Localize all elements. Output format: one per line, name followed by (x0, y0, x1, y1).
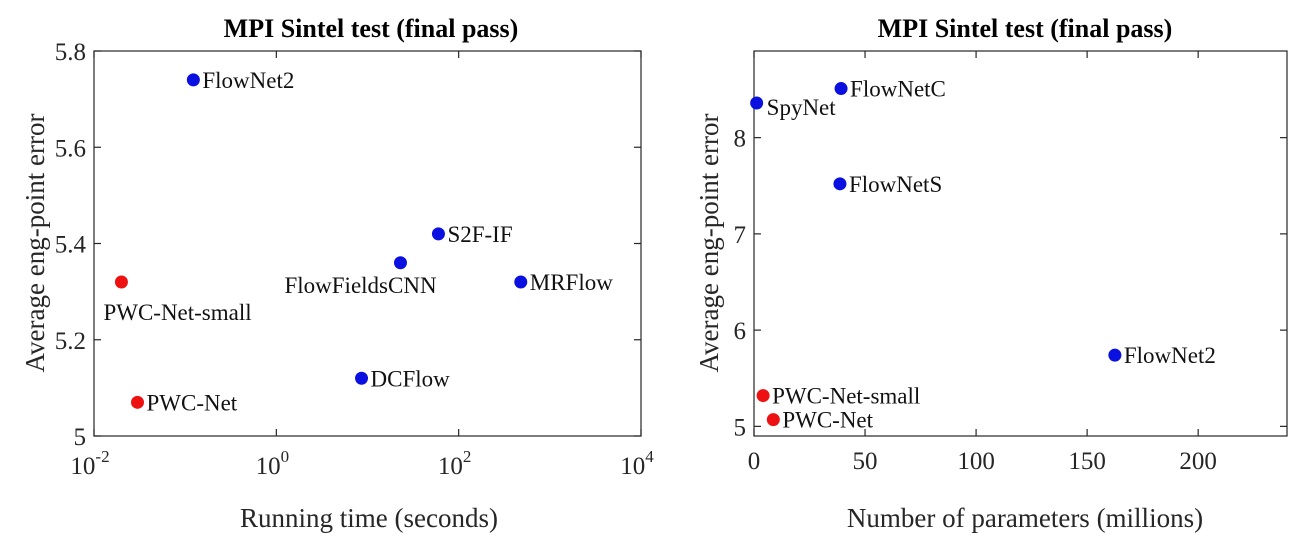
left-point-label: S2F-IF (447, 222, 512, 247)
left-point-label: FlowNet2 (202, 68, 294, 93)
left-point-label: DCFlow (371, 366, 451, 391)
left-y-ticks: 5 5.2 5.4 5.6 5.8 (55, 39, 641, 451)
right-x-tick-label: 0 (748, 448, 761, 475)
left-data-point (431, 227, 445, 241)
right-chart-title: MPI Sintel test (final pass) (878, 14, 1173, 43)
right-x-tick-label: 200 (1179, 448, 1217, 475)
right-data-point (834, 82, 848, 96)
right-chart: MPI Sintel test (final pass) 0 50 100 150 20… (694, 14, 1288, 533)
right-points: SpyNet FlowNetC FlowNetS FlowNet2 PWC-Net-sm… (750, 77, 1216, 433)
right-point-label: PWC-Net (782, 408, 873, 433)
left-data-point (130, 395, 144, 409)
right-y-tick-label: 5 (734, 414, 747, 441)
right-y-axis-label: Average eng-point error (694, 114, 724, 373)
left-point-label: MRFlow (530, 270, 613, 295)
right-y-tick-label: 7 (734, 222, 747, 249)
right-point-label: FlowNetC (850, 77, 946, 102)
left-chart-title: MPI Sintel test (final pass) (224, 14, 519, 43)
left-data-point (186, 73, 200, 87)
left-x-tick-label: 10-2 (70, 447, 109, 480)
left-data-point (393, 256, 407, 270)
right-x-tick-label: 100 (957, 448, 995, 475)
left-data-point (355, 371, 369, 385)
right-data-point (756, 389, 770, 403)
right-y-tick-label: 8 (734, 126, 747, 153)
left-point-label: PWC-Net-small (103, 300, 251, 325)
left-x-tick-label: 104 (620, 447, 654, 480)
left-y-tick-label: 5 (74, 424, 87, 451)
left-x-ticks: 10-2 100 102 104 (70, 51, 654, 480)
right-data-point (750, 96, 764, 110)
left-y-tick-label: 5.2 (55, 328, 86, 355)
right-x-ticks: 0 50 100 150 200 (748, 51, 1217, 475)
right-plot-area (753, 50, 1288, 437)
right-y-ticks: 5 6 7 8 (734, 126, 1287, 441)
left-y-axis-label: Average eng-point error (20, 114, 50, 373)
right-x-axis-label: Number of parameters (millions) (847, 503, 1203, 533)
left-data-point (114, 275, 128, 289)
right-point-label: FlowNet2 (1124, 343, 1216, 368)
right-point-label: PWC-Net-small (772, 384, 920, 409)
left-chart: MPI Sintel test (final pass) 10-2 100 102 1… (20, 14, 654, 533)
left-point-label: FlowFieldsCNN (284, 273, 436, 298)
right-point-label: SpyNet (767, 95, 837, 120)
left-x-tick-label: 100 (256, 447, 290, 480)
left-x-axis-label: Running time (seconds) (240, 503, 498, 533)
left-y-tick-label: 5.8 (55, 39, 86, 66)
right-y-tick-label: 6 (734, 318, 747, 345)
right-data-point (833, 177, 847, 191)
right-x-tick-label: 50 (853, 448, 878, 475)
left-point-label: PWC-Net (146, 390, 237, 415)
left-data-point (514, 275, 528, 289)
right-data-point (766, 413, 780, 427)
left-x-tick-label: 102 (438, 447, 472, 480)
left-y-tick-label: 5.4 (55, 232, 87, 259)
right-point-label: FlowNetS (849, 172, 942, 197)
right-x-tick-label: 150 (1068, 448, 1106, 475)
left-points: FlowNet2 S2F-IF FlowFieldsCNN MRFlow PWC-Net… (103, 68, 613, 415)
right-data-point (1108, 348, 1122, 362)
left-y-tick-label: 5.6 (55, 135, 86, 162)
